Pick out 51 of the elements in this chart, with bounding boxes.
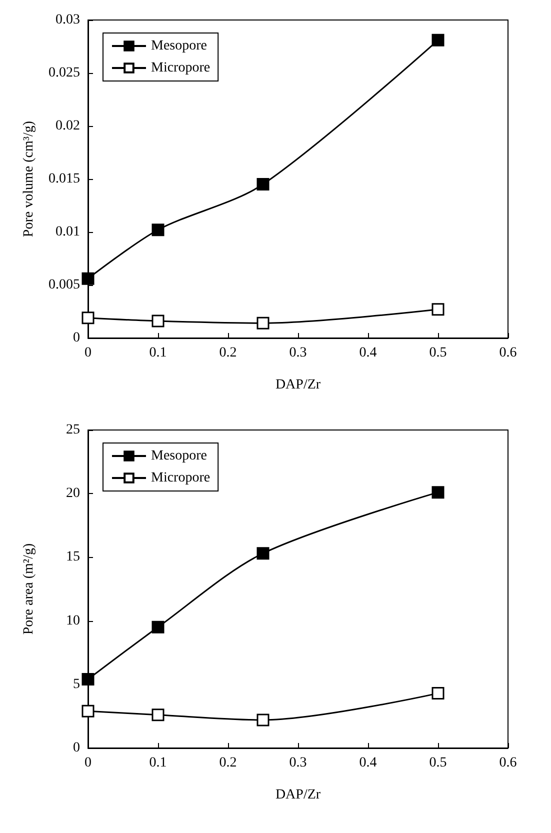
y-tick-label: 0 xyxy=(73,740,80,756)
y-tick-label: 5 xyxy=(73,676,80,692)
legend-label: Micropore xyxy=(151,60,210,76)
point xyxy=(256,178,270,191)
x-tick-label: 0 xyxy=(84,756,92,770)
legend-label: Micropore xyxy=(151,470,210,486)
legend-label: Mesopore xyxy=(151,38,207,54)
x-tick-label: 0.1 xyxy=(149,346,167,360)
point xyxy=(82,704,94,718)
x-tick-label: 0.4 xyxy=(359,756,377,770)
y-tick-label: 0.005 xyxy=(48,278,80,292)
point xyxy=(256,547,270,560)
y-tick-label: 0.025 xyxy=(48,66,80,80)
x-tick-label: 0.1 xyxy=(149,756,167,770)
point xyxy=(256,316,270,330)
x-tick-label: 0.6 xyxy=(499,756,517,770)
point xyxy=(152,620,164,634)
y-tick-label: 0.02 xyxy=(56,118,80,134)
x-tick-label: 0.4 xyxy=(359,346,377,360)
x-tick-label: 0.6 xyxy=(499,346,517,360)
y-tick-label: 15 xyxy=(66,550,80,565)
legend-label: Mesopore xyxy=(151,448,207,464)
x-tick-label: 0.5 xyxy=(429,346,447,360)
x-tick-label: 0.2 xyxy=(219,756,237,770)
point xyxy=(432,34,444,46)
point xyxy=(432,486,444,499)
y-tick-label: 0.01 xyxy=(56,224,80,240)
point xyxy=(82,272,94,285)
x-tick-label: 0.5 xyxy=(429,756,447,770)
x-tick-label: 0.3 xyxy=(289,756,307,770)
y-axis-title: Pore volume (cm³/g) xyxy=(22,120,36,238)
y-tick-label: 0.03 xyxy=(56,12,80,28)
x-tick-label: 0.2 xyxy=(219,346,237,360)
y-axis-title: Pore area (m²/g) xyxy=(22,543,36,635)
point xyxy=(432,687,444,700)
point xyxy=(152,224,164,236)
x-axis-title: DAP/Zr xyxy=(275,378,321,392)
point xyxy=(432,303,444,316)
point xyxy=(152,314,164,328)
point xyxy=(152,708,164,722)
x-axis-title: DAP/Zr xyxy=(275,788,321,802)
y-tick-label: 0 xyxy=(73,330,80,346)
y-tick-label: 20 xyxy=(66,486,80,502)
y-tick-label: 0.015 xyxy=(48,172,80,186)
y-tick-label: 10 xyxy=(66,613,80,628)
x-tick-label: 0 xyxy=(84,346,92,360)
y-tick-label: 25 xyxy=(66,422,80,438)
x-tick-label: 0.3 xyxy=(289,346,307,360)
point xyxy=(82,312,94,324)
point xyxy=(256,714,270,726)
point xyxy=(82,673,94,686)
